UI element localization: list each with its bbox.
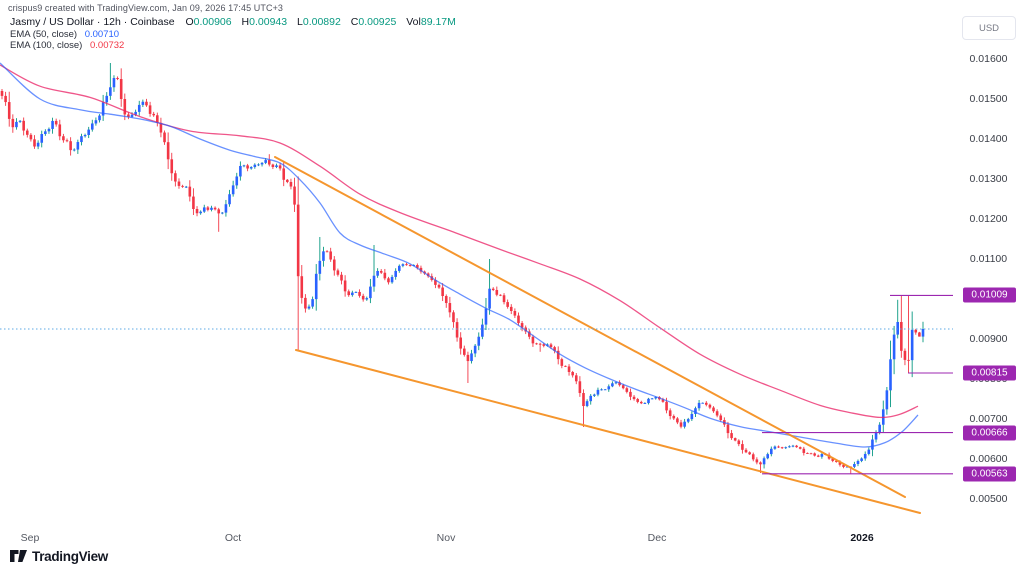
- symbol-title: Jasmy / US Dollar · 12h · Coinbase: [10, 16, 175, 28]
- time-axis-label: Nov: [436, 532, 456, 544]
- candlestick-plot[interactable]: [0, 0, 953, 526]
- currency-toggle-button[interactable]: USD: [962, 16, 1016, 40]
- ohlc-high: H0.00943: [241, 16, 288, 28]
- volume-readout: Vol89.17M: [406, 16, 456, 28]
- ema100-label: EMA (100, close): [10, 40, 83, 51]
- price-level-badge: 0.01009: [963, 287, 1016, 303]
- price-tick-label: 0.00500: [969, 493, 1008, 505]
- price-tick-label: 0.00900: [969, 333, 1008, 345]
- attribution-text: crispus9 created with TradingView.com, J…: [8, 3, 284, 13]
- time-axis-label: Sep: [20, 532, 40, 544]
- price-level-badge: 0.00815: [963, 365, 1016, 381]
- indicator-legend-ema100: EMA (100, close) 0.00732: [10, 40, 124, 51]
- time-axis-label: Dec: [647, 532, 667, 544]
- time-axis[interactable]: Sep Oct Nov Dec 2026: [0, 526, 1024, 546]
- tradingview-logo-icon: [10, 550, 27, 562]
- ohlc-low: L0.00892: [297, 16, 341, 28]
- ema50-value: 0.00710: [84, 29, 120, 40]
- price-tick-label: 0.01500: [969, 93, 1008, 105]
- price-level-badge: 0.00666: [963, 425, 1016, 441]
- symbol-legend-row: Jasmy / US Dollar · 12h · Coinbase O0.00…: [10, 16, 463, 28]
- time-axis-label: Oct: [224, 532, 242, 544]
- price-tick-label: 0.01600: [969, 53, 1008, 65]
- ohlc-open: O0.00906: [185, 16, 232, 28]
- price-tick-label: 0.01100: [969, 253, 1008, 265]
- tradingview-logo-text: TradingView: [32, 549, 108, 564]
- price-tick-label: 0.00600: [969, 453, 1008, 465]
- price-tick-label: 0.01400: [969, 133, 1008, 145]
- price-level-badge: 0.00563: [963, 466, 1016, 482]
- ohlc-close: C0.00925: [350, 16, 397, 28]
- time-axis-label: 2026: [850, 532, 874, 544]
- indicator-legend-ema50: EMA (50, close) 0.00710: [10, 29, 119, 40]
- ema50-label: EMA (50, close): [10, 29, 78, 40]
- ema100-value: 0.00732: [89, 40, 125, 51]
- price-tick-label: 0.01300: [969, 173, 1008, 185]
- price-axis[interactable]: USD 0.01600 0.01500 0.01400 0.01300 0.01200 0…: [953, 0, 1024, 526]
- tradingview-logo[interactable]: TradingView: [10, 549, 108, 564]
- price-tick-label: 0.00700: [969, 413, 1008, 425]
- price-tick-label: 0.01200: [969, 213, 1008, 225]
